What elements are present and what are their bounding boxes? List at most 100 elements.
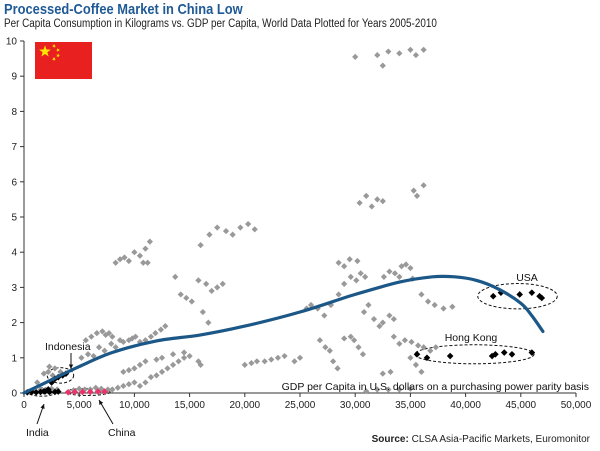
annotation-arrowhead bbox=[68, 364, 74, 369]
point-world bbox=[144, 259, 151, 266]
point-world bbox=[363, 388, 370, 395]
point-world bbox=[335, 259, 342, 266]
point-world bbox=[350, 337, 358, 344]
source-label: Source: bbox=[371, 434, 409, 445]
annotation-ellipse bbox=[414, 344, 535, 365]
y-tick-label: 3 bbox=[11, 283, 17, 294]
point-world bbox=[180, 349, 188, 356]
point-world bbox=[88, 333, 95, 340]
point-world bbox=[142, 379, 149, 386]
point-world bbox=[334, 365, 341, 372]
x-tick-label: 0 bbox=[21, 400, 27, 411]
point-usa bbox=[536, 292, 543, 300]
point-world bbox=[322, 344, 329, 351]
point-world bbox=[413, 192, 421, 199]
annotation-arrow bbox=[98, 399, 114, 425]
annotation-label: China bbox=[108, 427, 136, 439]
point-world bbox=[412, 361, 420, 368]
point-world bbox=[341, 335, 348, 342]
point-world bbox=[114, 384, 121, 391]
point-world bbox=[78, 354, 85, 361]
x-tick-label: 15,000 bbox=[174, 400, 205, 411]
point-world bbox=[424, 298, 432, 305]
point-world bbox=[95, 344, 103, 351]
point-hong-kong bbox=[500, 349, 508, 356]
point-world bbox=[449, 303, 456, 310]
point-world bbox=[186, 352, 193, 360]
point-world bbox=[125, 337, 132, 344]
point-hong-kong bbox=[423, 354, 431, 362]
point-world bbox=[347, 333, 354, 340]
point-world bbox=[146, 238, 153, 245]
point-world bbox=[407, 385, 414, 392]
point-world bbox=[237, 224, 244, 231]
point-world bbox=[420, 182, 427, 189]
point-hong-kong bbox=[413, 350, 421, 358]
point-world bbox=[140, 259, 147, 266]
point-usa bbox=[538, 294, 546, 302]
point-world bbox=[376, 323, 383, 330]
source-line: Source: CLSA Asia-Pacific Markets, Eurom… bbox=[372, 434, 590, 445]
point-world bbox=[108, 340, 115, 347]
point-world bbox=[370, 315, 378, 323]
point-world bbox=[379, 62, 386, 69]
annotation-callouts: USA Hong Kong Indonesia India China bbox=[26, 272, 538, 439]
point-world bbox=[76, 385, 83, 392]
point-world bbox=[136, 338, 144, 346]
point-world bbox=[125, 367, 132, 374]
point-world bbox=[401, 337, 408, 344]
point-world bbox=[197, 242, 204, 249]
point-world bbox=[412, 51, 420, 59]
point-world bbox=[120, 338, 127, 346]
point-world bbox=[379, 198, 386, 205]
axes bbox=[20, 40, 577, 397]
x-tick-label: 20,000 bbox=[230, 400, 261, 411]
point-china bbox=[101, 388, 108, 395]
point-world bbox=[105, 330, 113, 337]
point-world bbox=[51, 365, 59, 372]
point-world bbox=[359, 351, 367, 358]
point-india bbox=[46, 388, 53, 396]
y-tick-label: 8 bbox=[11, 107, 17, 118]
annotation-arrowhead bbox=[40, 404, 45, 409]
point-world bbox=[219, 280, 226, 287]
point-world bbox=[142, 245, 149, 252]
point-world bbox=[177, 291, 184, 298]
point-world bbox=[136, 382, 144, 390]
point-world bbox=[90, 352, 97, 360]
point-hong-kong bbox=[488, 352, 496, 360]
point-world bbox=[132, 333, 139, 340]
point-world bbox=[427, 347, 434, 354]
point-world bbox=[390, 333, 397, 340]
point-world bbox=[326, 347, 333, 354]
point-china bbox=[64, 388, 72, 396]
y-tick-label: 5 bbox=[11, 213, 17, 224]
x-tick-label: 50,000 bbox=[561, 400, 592, 411]
point-world bbox=[387, 368, 394, 375]
point-world bbox=[99, 328, 106, 335]
flag-star bbox=[55, 48, 60, 53]
point-world bbox=[188, 298, 195, 305]
point-world bbox=[92, 384, 99, 391]
point-world bbox=[131, 379, 138, 386]
point-world bbox=[402, 261, 410, 268]
point-world bbox=[45, 368, 52, 375]
point-world bbox=[101, 347, 108, 354]
x-tick-label: 35,000 bbox=[395, 400, 426, 411]
point-world bbox=[109, 386, 116, 393]
point-india bbox=[28, 388, 36, 396]
x-tick-label: 40,000 bbox=[450, 400, 481, 411]
point-world bbox=[360, 308, 368, 316]
point-world bbox=[341, 263, 348, 270]
point-hong-kong bbox=[508, 350, 516, 358]
y-axis-ticks: 0 1 2 3 4 5 6 7 8 9 10 bbox=[6, 37, 18, 400]
point-world bbox=[197, 361, 204, 368]
point-world bbox=[253, 358, 261, 365]
point-world bbox=[396, 50, 403, 57]
annotation-label: Indonesia bbox=[45, 341, 91, 353]
point-world bbox=[296, 354, 304, 361]
flag-star bbox=[52, 57, 57, 62]
point-world bbox=[112, 259, 119, 266]
point-world bbox=[374, 386, 381, 393]
point-world bbox=[380, 273, 388, 280]
